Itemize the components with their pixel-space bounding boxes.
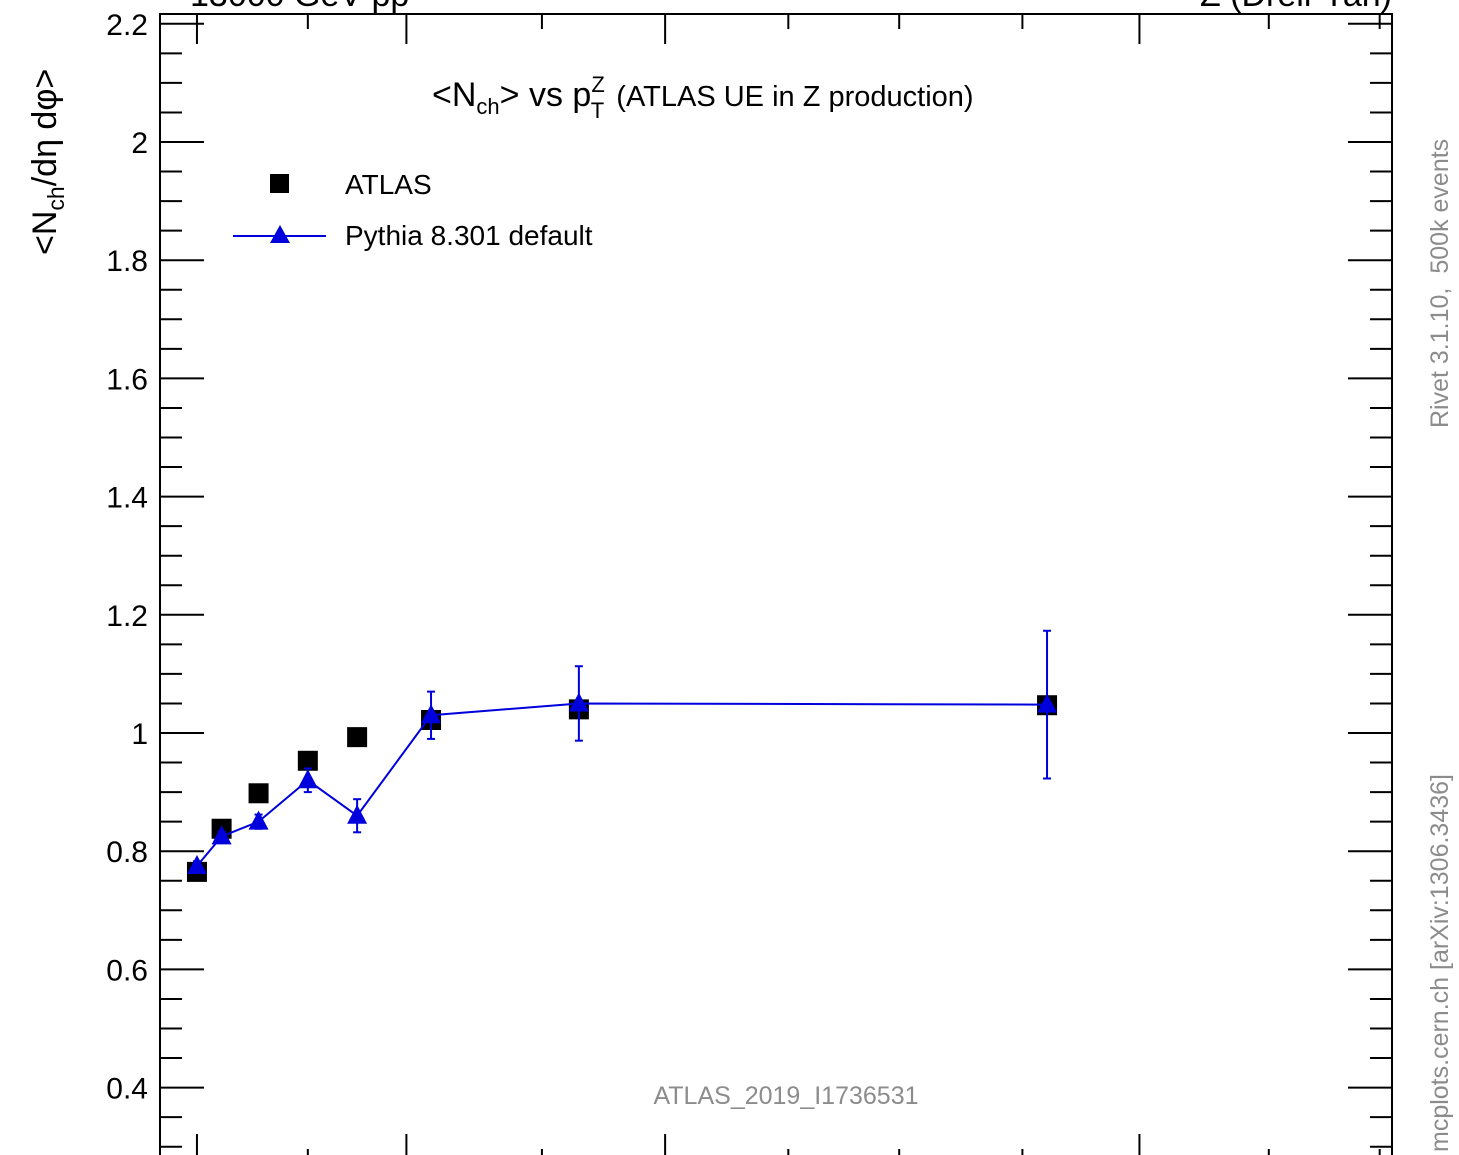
header-left-text: 13000 GeV pp [190, 0, 409, 14]
chart-title: <Nch> vs pZ T (ATLAS UE in Z production) [432, 72, 974, 123]
title-sup-z: Z [591, 72, 604, 97]
y-tick-label: 1.2 [106, 600, 148, 633]
y-tick-label: 2 [131, 127, 148, 160]
y-tick-label: 0.4 [106, 1073, 148, 1106]
legend-pythia-label: Pythia 8.301 default [345, 220, 593, 251]
side-events: 500k events [1426, 139, 1454, 274]
pythia-series-line [196, 702, 1048, 867]
pythia-data-point [347, 804, 368, 824]
side-rivet-text: Rivet 3.1.10, 500k events [1426, 139, 1454, 428]
pythia-data-point [248, 810, 269, 830]
atlas-data-point [297, 750, 318, 771]
title-sub-t: T [591, 98, 604, 123]
y-label-prefix: <N [26, 211, 64, 255]
y-tick-label: 2.2 [106, 9, 148, 42]
pythia-data-point [421, 704, 442, 724]
y-tick-label: 1 [131, 718, 148, 751]
y-axis-label: <Nch/dη dφ> [26, 69, 69, 255]
y-tick-label: 1.8 [106, 245, 148, 278]
legend-pythia-marker [270, 225, 290, 243]
title-prefix: <N [432, 76, 476, 114]
pythia-data-point [186, 854, 207, 874]
y-tick-label: 0.6 [106, 954, 148, 987]
legend: ATLAS Pythia 8.301 default [233, 169, 593, 251]
pythia-data-point [568, 692, 589, 712]
y-tick-label: 1.4 [106, 482, 148, 515]
title-mid: > vs p [500, 76, 592, 114]
pythia-data-point [297, 769, 318, 789]
title-suffix: (ATLAS UE in Z production) [608, 81, 973, 113]
series-layer [186, 629, 1058, 882]
pythia-data-point [211, 825, 232, 845]
atlas-data-point [347, 727, 368, 748]
header-right-text: Z (Drell-Yan) [1200, 0, 1392, 14]
side-rivet-version: Rivet 3.1.10, [1426, 288, 1454, 428]
legend-atlas-marker [270, 174, 289, 193]
legend-atlas-label: ATLAS [345, 169, 432, 200]
y-label-suffix: /dη dφ> [26, 69, 64, 187]
analysis-id: ATLAS_2019_I1736531 [653, 1082, 918, 1110]
side-source-text: mcplots.cern.ch [arXiv:1306.3436] [1426, 774, 1454, 1152]
atlas-data-point [248, 783, 269, 804]
y-label-sub: ch [43, 186, 69, 210]
y-axis: 0.4 0.6 0.8 1 1.2 1.4 1.6 1.8 2 2.2 [106, 9, 1392, 1148]
x-axis [195, 14, 1381, 1155]
title-sub-ch: ch [476, 94, 499, 119]
y-tick-label: 1.6 [106, 363, 148, 396]
pythia-data-point [1037, 693, 1058, 713]
y-tick-label: 0.8 [106, 836, 148, 869]
plot-frame [159, 13, 1393, 1155]
